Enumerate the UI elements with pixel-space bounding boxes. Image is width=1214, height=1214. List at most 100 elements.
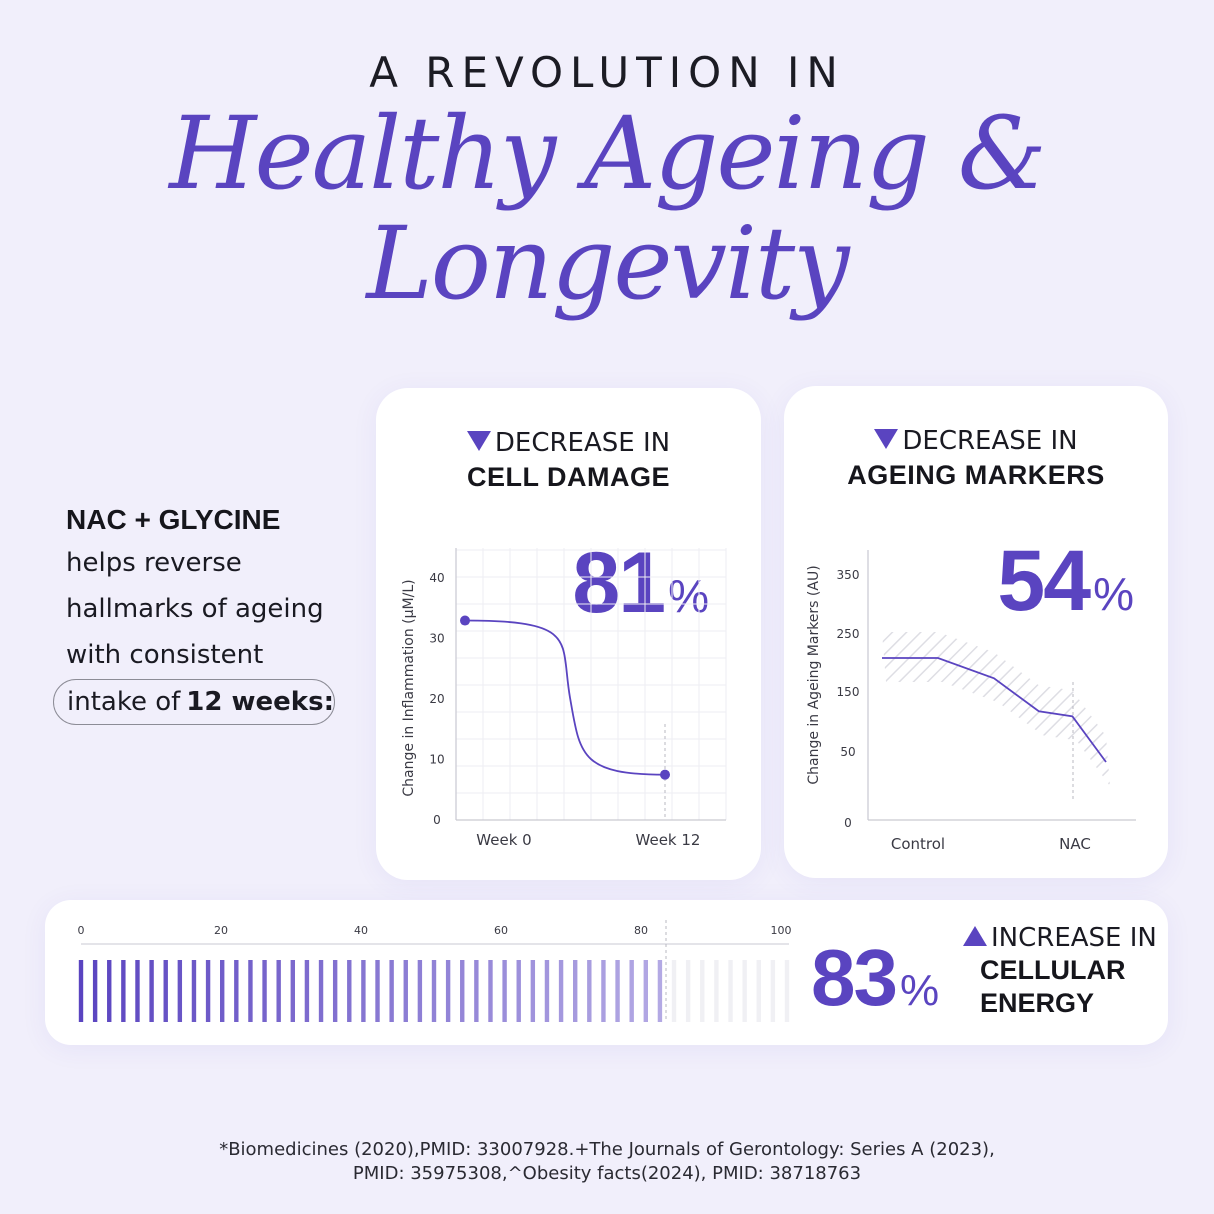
series-line xyxy=(882,657,1107,763)
bar xyxy=(784,960,790,1022)
bar xyxy=(276,960,281,1022)
bar xyxy=(573,960,578,1022)
energy-bar-chart: 0 20 40 60 80 100 xyxy=(78,920,792,1022)
y-axis-title: Change in Inflammation (μM/L) xyxy=(401,579,417,796)
card-heading-line3: ENERGY xyxy=(980,988,1095,1018)
bar xyxy=(558,960,564,1022)
intro-line: hallmarks of ageing xyxy=(66,594,324,624)
x-category-label: Week 0 xyxy=(476,831,531,849)
bar xyxy=(403,960,408,1022)
bar xyxy=(742,960,747,1022)
intro-line: helps reverse xyxy=(66,548,242,578)
bar xyxy=(332,960,338,1022)
y-tick-label: 0 xyxy=(433,813,441,827)
bar xyxy=(318,960,324,1022)
x-tick-label: 80 xyxy=(634,924,648,937)
bar xyxy=(262,960,267,1022)
bar xyxy=(728,960,733,1022)
bar xyxy=(234,960,239,1022)
data-point xyxy=(660,769,670,780)
bar xyxy=(220,960,225,1022)
footnote-line2: PMID: 35975308,^Obesity facts(2024), PMI… xyxy=(352,1163,862,1184)
bar xyxy=(685,960,691,1022)
bar xyxy=(643,960,648,1022)
data-point xyxy=(460,615,470,626)
x-tick-label: 60 xyxy=(494,924,508,937)
cell-damage-card: DECREASE IN CELL DAMAGE 81% 0 10 20 30 40 Cha… xyxy=(376,388,761,880)
bar xyxy=(205,960,211,1022)
ageing-markers-chart: 0 50 150 250 350 Change in Ageing Markers (AU… xyxy=(806,550,1136,853)
x-tick-label: 100 xyxy=(771,924,792,937)
bar xyxy=(389,960,394,1022)
bar xyxy=(587,960,592,1022)
inflammation-chart: 0 10 20 30 40 Change in Inflammation (μM/L) We… xyxy=(401,548,727,849)
bar xyxy=(474,960,479,1022)
cellular-energy-percent: 83% xyxy=(811,938,939,1018)
bar xyxy=(502,960,507,1022)
eyebrow-heading: A REVOLUTION IN xyxy=(369,48,845,97)
bar xyxy=(375,960,380,1022)
card-heading: DECREASE IN AGEING MARKERS xyxy=(784,424,1168,492)
card-heading-line1: DECREASE IN xyxy=(902,426,1078,456)
x-category-label: NAC xyxy=(1059,835,1091,853)
pill-bold: 12 weeks: xyxy=(186,687,334,717)
card-heading-line1: INCREASE IN xyxy=(991,923,1157,953)
bar xyxy=(163,960,168,1022)
footnote: *Biomedicines (2020),PMID: 33007928.+The… xyxy=(0,1138,1214,1186)
bar xyxy=(431,960,437,1022)
triangle-up-icon xyxy=(963,925,987,946)
triangle-down-icon xyxy=(466,430,491,451)
x-tick-label: 40 xyxy=(354,924,368,937)
bar xyxy=(92,960,98,1022)
intro-line: with consistent xyxy=(66,640,264,670)
x-tick-label: 20 xyxy=(214,924,228,937)
bar xyxy=(544,960,550,1022)
x-category-label: Control xyxy=(891,835,945,853)
bar xyxy=(135,960,140,1022)
triangle-down-icon xyxy=(874,428,899,449)
ageing-markers-percent: 54% xyxy=(997,538,1134,624)
cell-damage-percent: 81% xyxy=(572,540,709,626)
percent-value: 54 xyxy=(997,533,1091,629)
x-category-label: Week 12 xyxy=(636,831,701,849)
bar xyxy=(304,960,310,1022)
y-tick-label: 10 xyxy=(429,753,444,767)
bar xyxy=(149,960,154,1022)
bar xyxy=(191,960,197,1022)
bar xyxy=(671,960,677,1022)
intake-pill: intake of 12 weeks: xyxy=(53,679,335,725)
ageing-markers-card: DECREASE IN AGEING MARKERS 54% 0 50 150 250… xyxy=(784,386,1168,878)
bar xyxy=(248,960,253,1022)
footnote-line1: *Biomedicines (2020),PMID: 33007928.+The… xyxy=(219,1139,995,1160)
y-tick-label: 150 xyxy=(837,685,860,699)
y-tick-label: 250 xyxy=(837,627,860,641)
bar xyxy=(460,960,465,1022)
bar xyxy=(290,960,295,1022)
hero-title-line1: Healthy Ageing & xyxy=(169,95,1046,212)
bar xyxy=(629,960,634,1022)
card-heading: INCREASE IN CELLULAR ENERGY xyxy=(963,922,1157,1020)
bar xyxy=(361,960,366,1022)
bar xyxy=(657,960,663,1022)
y-tick-label: 0 xyxy=(844,816,852,830)
bar xyxy=(121,960,126,1022)
y-tick-label: 350 xyxy=(837,568,860,582)
y-tick-label: 50 xyxy=(840,745,855,759)
bar xyxy=(516,960,521,1022)
card-heading-line2: CELLULAR xyxy=(980,955,1126,985)
bar xyxy=(488,960,493,1022)
bar xyxy=(756,960,761,1022)
bar xyxy=(601,960,606,1022)
hero-title-line2: Longevity xyxy=(366,205,849,322)
card-heading-line1: DECREASE IN xyxy=(494,428,671,458)
bar xyxy=(615,960,620,1022)
intro-text: NAC + GLYCINE helps reverse hallmarks of… xyxy=(66,500,366,678)
bar xyxy=(530,960,536,1022)
card-heading-line2: CELL DAMAGE xyxy=(466,462,670,492)
card-heading-line2: AGEING MARKERS xyxy=(847,460,1105,490)
percent-symbol: % xyxy=(1093,568,1134,620)
bar xyxy=(700,960,705,1022)
bar xyxy=(445,960,451,1022)
card-heading: DECREASE IN CELL DAMAGE xyxy=(376,426,761,494)
percent-symbol: % xyxy=(899,966,940,1015)
